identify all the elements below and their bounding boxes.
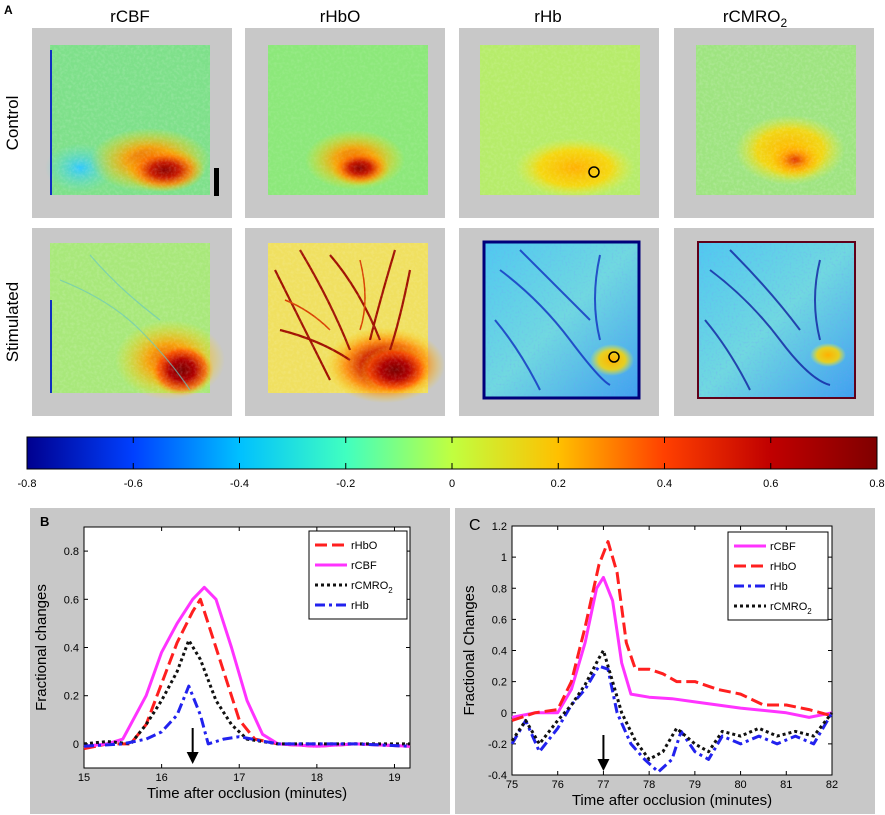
colorbar-tick-label: 0.2 [551, 478, 566, 490]
x-tick-label: 17 [233, 772, 245, 784]
map-stimulated-rhbo [245, 228, 445, 416]
y-tick-label: 0.4 [64, 643, 79, 655]
legend-label: rHb [770, 581, 788, 593]
series-line-rcmro2 [83, 638, 410, 746]
series-line-rcmro2 [510, 649, 834, 761]
map-stimulated-rcmro2 [674, 228, 874, 416]
x-tick-label: 75 [506, 779, 518, 791]
map-control-rcmro2 [674, 28, 874, 218]
panel-a-label: A [4, 3, 13, 17]
y-tick-label: 0.6 [492, 614, 507, 626]
panel-c: C 75 76 77 78 79 80 81 82 -0.4 -0.2 0 0.2 0.4 0.6 0.8 1… [455, 508, 875, 814]
map-stimulated-rcbf [32, 228, 232, 416]
legend-label-text: rHb [770, 581, 788, 593]
colorbar-tick-label: -0.2 [336, 478, 355, 490]
chart-b: 15 16 17 18 19 0 0.2 0.4 0.6 0.8 Time after occlus… [33, 526, 411, 802]
y-tick-label: 0.2 [492, 677, 507, 689]
x-tick-label: 16 [155, 772, 167, 784]
series-line-rcbf [511, 575, 833, 719]
column-header-rhbo: rHbO [320, 7, 361, 26]
y-axis-label: Fractional changes [33, 584, 50, 711]
colorbar-tick-label: -0.8 [18, 478, 37, 490]
panel-b: B 15 16 17 18 19 0 0.2 0.4 0.6 0.8 Time after occl… [30, 508, 450, 814]
y-tick-label: 0.8 [64, 546, 79, 558]
colorbar: -0.8 -0.6 -0.4 -0.2 0 0.2 0.4 0.6 0.8 [18, 436, 885, 490]
map-control-rhbo [245, 28, 445, 218]
colorbar-tick-label: 0.4 [657, 478, 672, 490]
x-tick-label: 77 [597, 779, 609, 791]
y-tick-label: 0.4 [492, 646, 507, 658]
legend-label: rCBF [351, 560, 377, 572]
y-tick-label: 0 [73, 739, 79, 751]
series-line-rhbo [83, 597, 411, 751]
x-tick-label: 78 [643, 779, 655, 791]
legend-label: rHbO [770, 561, 797, 573]
y-tick-label: -0.4 [488, 770, 507, 782]
arrow-down-icon [186, 752, 199, 764]
legend-label-text: rHb [351, 600, 369, 612]
colorbar-ticks: -0.8 -0.6 -0.4 -0.2 0 0.2 0.4 0.6 0.8 [18, 437, 885, 490]
x-axis-label: Time after occlusion (minutes) [572, 792, 772, 809]
y-axis-label: Fractional Changes [461, 585, 478, 715]
x-tick-label: 79 [689, 779, 701, 791]
colorbar-tick-label: 0.6 [763, 478, 778, 490]
legend-label-text: rCMRO [770, 601, 808, 613]
legend-label-text: rCMRO [351, 580, 389, 592]
map-stimulated-rhb [459, 228, 659, 416]
y-tick-label: 0 [501, 708, 507, 720]
map-control-rhb [459, 28, 659, 218]
panel-c-label: C [469, 517, 481, 534]
legend-label-subscript: 2 [388, 586, 393, 595]
legend-label-subscript: 2 [807, 607, 812, 616]
x-tick-label: 82 [826, 779, 838, 791]
legend-label-text: rCBF [351, 560, 377, 572]
legend-label-text: rHbO [770, 561, 797, 573]
series-line-rhbo [511, 540, 833, 722]
colorbar-tick-label: -0.4 [230, 478, 249, 490]
x-tick-label: 15 [78, 772, 90, 784]
column-header-rcmro2: rCMRO2 [723, 7, 788, 30]
series-line-rhb [510, 664, 834, 774]
series-line-rhb [83, 684, 411, 748]
column-header-rhb: rHb [534, 7, 561, 26]
map-control-rcbf [32, 28, 232, 218]
panel-b-label: B [40, 514, 49, 529]
y-tick-label: -0.2 [488, 739, 507, 751]
series-line-rcbf [83, 585, 411, 748]
column-header-rcmro2-sub: 2 [780, 16, 787, 30]
legend-label-text: rHbO [351, 540, 378, 552]
colorbar-tick-label: 0.8 [869, 478, 884, 490]
colorbar-tick-label: 0 [449, 478, 455, 490]
x-tick-label: 80 [734, 779, 746, 791]
y-tick-label: 1.2 [492, 521, 507, 533]
x-tick-label: 18 [311, 772, 323, 784]
y-tick-label: 1 [501, 552, 507, 564]
row-label-control: Control [3, 96, 22, 151]
x-tick-label: 76 [552, 779, 564, 791]
legend-label: rHbO [351, 540, 378, 552]
column-header-rcbf: rCBF [110, 7, 150, 26]
arrow-down-icon [597, 759, 610, 771]
legend-label: rCMRO2 [351, 580, 393, 595]
colorbar-tick-label: -0.6 [124, 478, 143, 490]
y-tick-label: 0.8 [492, 583, 507, 595]
chart-c: 75 76 77 78 79 80 81 82 -0.4 -0.2 0 0.2 0.4 0.6 0.8 1 1.… [461, 521, 838, 809]
y-tick-label: 0.2 [64, 691, 79, 703]
legend-label-text: rCBF [770, 541, 796, 553]
y-tick-label: 0.6 [64, 594, 79, 606]
x-axis-label: Time after occlusion (minutes) [147, 785, 347, 802]
legend-label: rCBF [770, 541, 796, 553]
x-tick-label: 81 [780, 779, 792, 791]
legend-label: rCMRO2 [770, 601, 812, 616]
row-label-stimulated: Stimulated [3, 282, 22, 362]
legend-label: rHb [351, 600, 369, 612]
x-tick-label: 19 [388, 772, 400, 784]
column-header-rcmro2-main: rCMRO [723, 7, 781, 26]
panel-a: A rCBF rHbO rHb rCMRO2 Control Stimulate… [3, 3, 874, 416]
